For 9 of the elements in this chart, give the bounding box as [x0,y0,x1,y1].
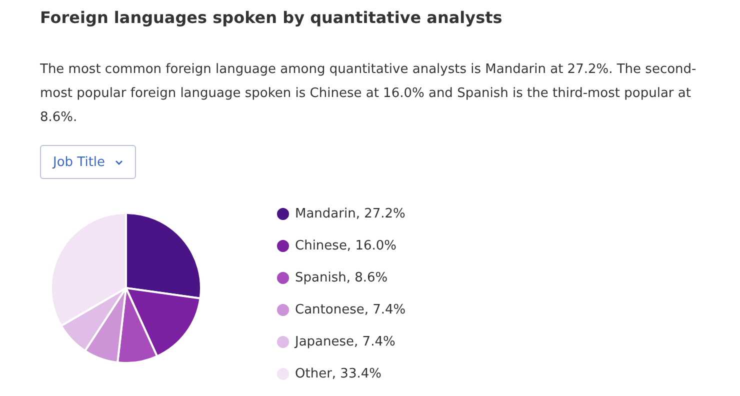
dropdown-field: Job Title [40,145,136,179]
legend-label: Mandarin, 27.2% [295,206,406,222]
legend-label: Chinese, 16.0% [295,238,396,254]
chart-title: Foreign languages spoken by quantitative analysts [40,8,502,27]
legend-label: Other, 33.4% [295,366,382,382]
legend-label: Japanese, 7.4% [294,334,396,350]
legend-label: Cantonese, 7.4% [295,302,406,318]
chart-subtitle: The most common foreign language among quantitative analysts is Mandarin at 27.2%. The second-most popular foreign language spoken is Chinese at 16.0% and Spanish is the third-most popular at 8.6%. [40,61,698,127]
legend-label: Spanish, 8.6% [295,270,388,286]
